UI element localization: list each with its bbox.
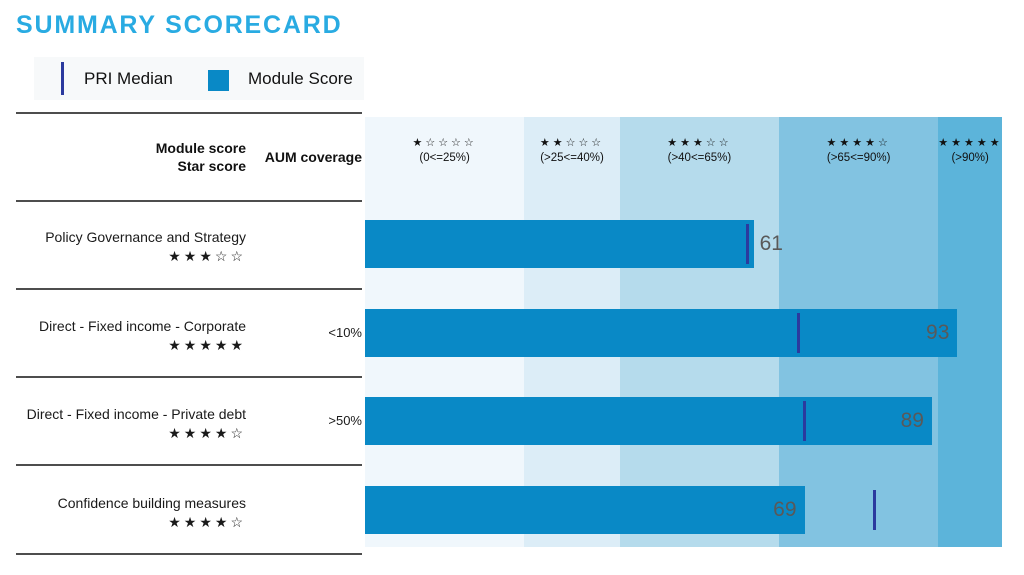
module-name: Direct - Fixed income - Corporate [39, 317, 246, 334]
row-divider [16, 463, 362, 466]
scorecard-chart: ★☆☆☆☆ (0<=25%) ★★☆☆☆ (>25<=40%) ★★★☆☆ (>40<=6… [365, 117, 1003, 547]
module-star-score: ★★★★☆ [168, 514, 246, 530]
module-name: Confidence building measures [57, 495, 246, 511]
module-star-score: ★★★★☆ [168, 425, 246, 441]
module-score-bar [365, 220, 754, 268]
module-score-value: 61 [759, 232, 783, 255]
pri-median-marker [873, 490, 877, 530]
column-header-module-star-score: Module score Star score [0, 139, 246, 175]
module-score-legend-label: Module Score [248, 69, 353, 88]
band-range-label: (>65<=90%) [826, 152, 891, 164]
row-divider [16, 553, 362, 555]
band-star-rating: ★★☆☆☆ [539, 137, 605, 149]
aum-coverage-value: <10% [328, 324, 362, 340]
band-star-rating: ★★★★★ [938, 137, 1003, 149]
pri-median-marker [745, 224, 749, 264]
legend: PRI Median Module Score [34, 57, 364, 100]
module-score-swatch-icon [208, 70, 229, 91]
module-row-label: Direct - Fixed income - Corporate ★★★★★ [0, 317, 246, 354]
module-star-score: ★★★★★ [168, 336, 246, 353]
module-row-label: Direct - Fixed income - Private debt ★★★★… [0, 405, 246, 442]
aum-coverage-value: >50% [328, 413, 362, 428]
module-row-label: Policy Governance and Strategy ★★★☆☆ [0, 228, 246, 265]
pri-median-marker [796, 312, 800, 353]
row-divider [16, 375, 362, 378]
band-star-rating: ★☆☆☆☆ [412, 137, 477, 149]
band-range-label: (>40<=65%) [667, 152, 732, 164]
module-name: Direct - Fixed income - Private debt [26, 406, 246, 422]
pri-median-legend-label: PRI Median [84, 69, 173, 88]
module-star-score: ★★★☆☆ [168, 248, 246, 264]
module-score-value: 69 [773, 498, 797, 521]
column-header-aum-coverage: AUM coverage [264, 149, 362, 165]
pri-median-line-icon [61, 62, 64, 95]
module-score-value: 93 [926, 320, 950, 344]
band-star-rating: ★★★★☆ [826, 137, 891, 149]
module-score-bar [365, 308, 958, 357]
pri-median-marker [803, 401, 807, 441]
row-divider [16, 199, 362, 202]
band-range-label: (0<=25%) [419, 152, 470, 164]
row-divider [16, 287, 362, 290]
row-divider [16, 111, 362, 114]
module-score-header-line: Module score [155, 140, 246, 156]
score-band-column: ★★★★★ (>90%) [938, 117, 1002, 547]
module-score-value: 89 [900, 409, 924, 432]
module-name: Policy Governance and Strategy [45, 229, 246, 245]
band-star-rating: ★★★☆☆ [667, 137, 732, 149]
module-row-label: Confidence building measures ★★★★☆ [0, 494, 246, 531]
page-title: SUMMARY SCORECARD [16, 11, 343, 39]
band-range-label: (>25<=40%) [540, 152, 604, 164]
module-score-bar [365, 397, 932, 445]
band-range-label: (>90%) [951, 152, 989, 164]
star-score-header-line: Star score [177, 158, 246, 174]
module-score-bar [365, 486, 805, 534]
